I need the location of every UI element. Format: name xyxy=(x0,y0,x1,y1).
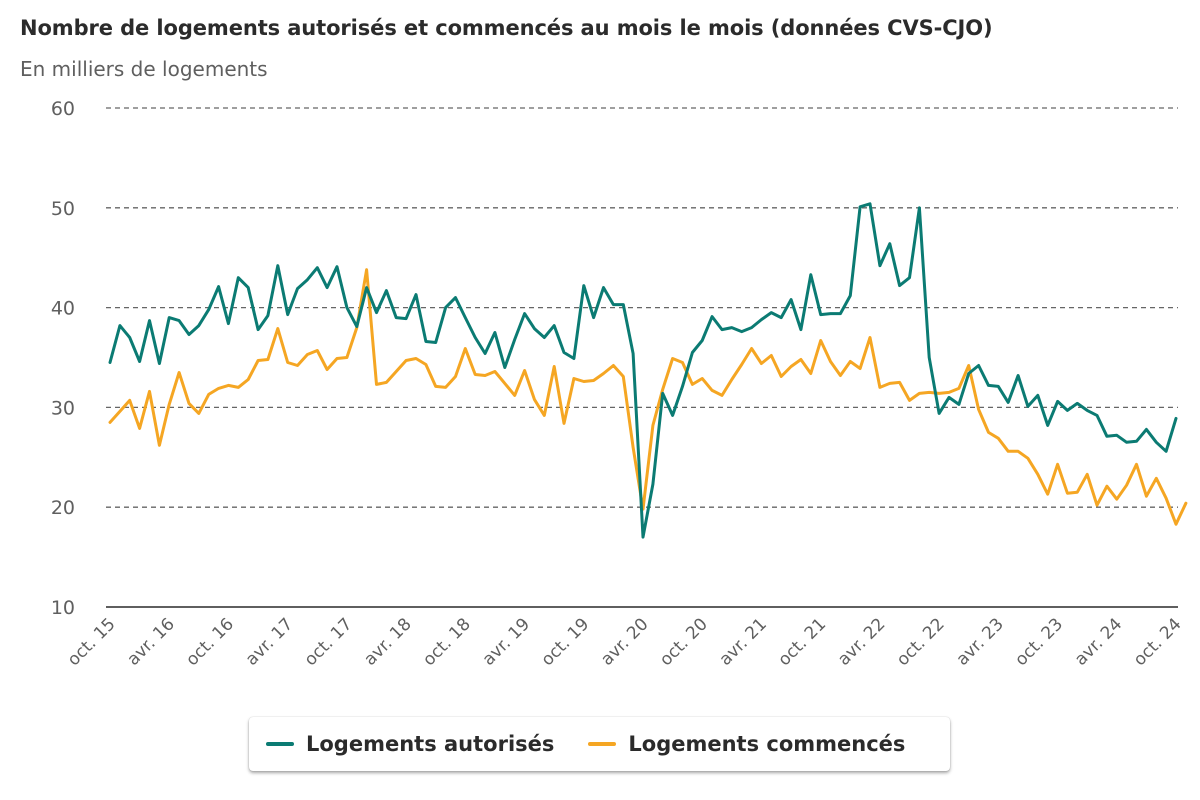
x-tick-label: avr. 20 xyxy=(597,614,652,669)
x-tick-label: avr. 22 xyxy=(834,614,889,669)
series-lines xyxy=(108,202,1188,539)
y-tick-label: 10 xyxy=(51,597,75,619)
legend-swatch-autorises xyxy=(266,742,294,746)
x-tick-label: avr. 19 xyxy=(479,614,534,669)
x-tick-label: oct. 21 xyxy=(774,614,830,670)
legend-label-commences: Logements commencés xyxy=(628,732,906,756)
y-tick-label: 60 xyxy=(51,98,75,120)
legend-swatch-commences xyxy=(588,742,617,746)
legend: Logements autorisés Logements commencés xyxy=(249,717,950,771)
chart-subtitle: En milliers de logements xyxy=(20,57,268,81)
legend-label-autorises: Logements autorisés xyxy=(306,732,555,756)
x-tick-label: oct. 24 xyxy=(1130,614,1186,670)
series-line-commences xyxy=(108,268,1188,526)
x-tick-label: avr. 17 xyxy=(242,614,297,669)
y-axis-ticks: 60 50 40 30 20 10 xyxy=(51,98,75,619)
x-tick-label: oct. 18 xyxy=(419,614,475,670)
x-tick-label: avr. 24 xyxy=(1071,614,1126,669)
y-tick-label: 30 xyxy=(51,397,75,419)
x-tick-label: oct. 22 xyxy=(893,614,949,670)
y-tick-label: 40 xyxy=(51,298,75,320)
series-line-autorises xyxy=(108,202,1178,539)
x-tick-label: oct. 15 xyxy=(64,614,120,670)
x-tick-label: oct. 17 xyxy=(301,614,357,670)
x-axis-ticks: oct. 15 avr. 16 oct. 16 avr. 17 oct. 17 avr. … xyxy=(64,614,1186,670)
x-tick-label: oct. 23 xyxy=(1011,614,1067,670)
x-tick-label: avr. 23 xyxy=(952,614,1007,669)
x-tick-label: avr. 18 xyxy=(360,614,415,669)
legend-item-autorises[interactable]: Logements autorisés xyxy=(266,732,554,756)
y-tick-label: 20 xyxy=(51,497,75,519)
x-tick-label: oct. 19 xyxy=(538,614,594,670)
x-tick-label: avr. 21 xyxy=(716,614,771,669)
x-tick-label: oct. 16 xyxy=(182,614,238,670)
chart-title: Nombre de logements autorisés et commenc… xyxy=(20,16,993,40)
legend-item-commences[interactable]: Logements commencés xyxy=(588,732,905,756)
y-tick-label: 50 xyxy=(51,198,75,220)
x-tick-label: avr. 16 xyxy=(123,614,178,669)
x-tick-label: oct. 20 xyxy=(656,614,712,670)
